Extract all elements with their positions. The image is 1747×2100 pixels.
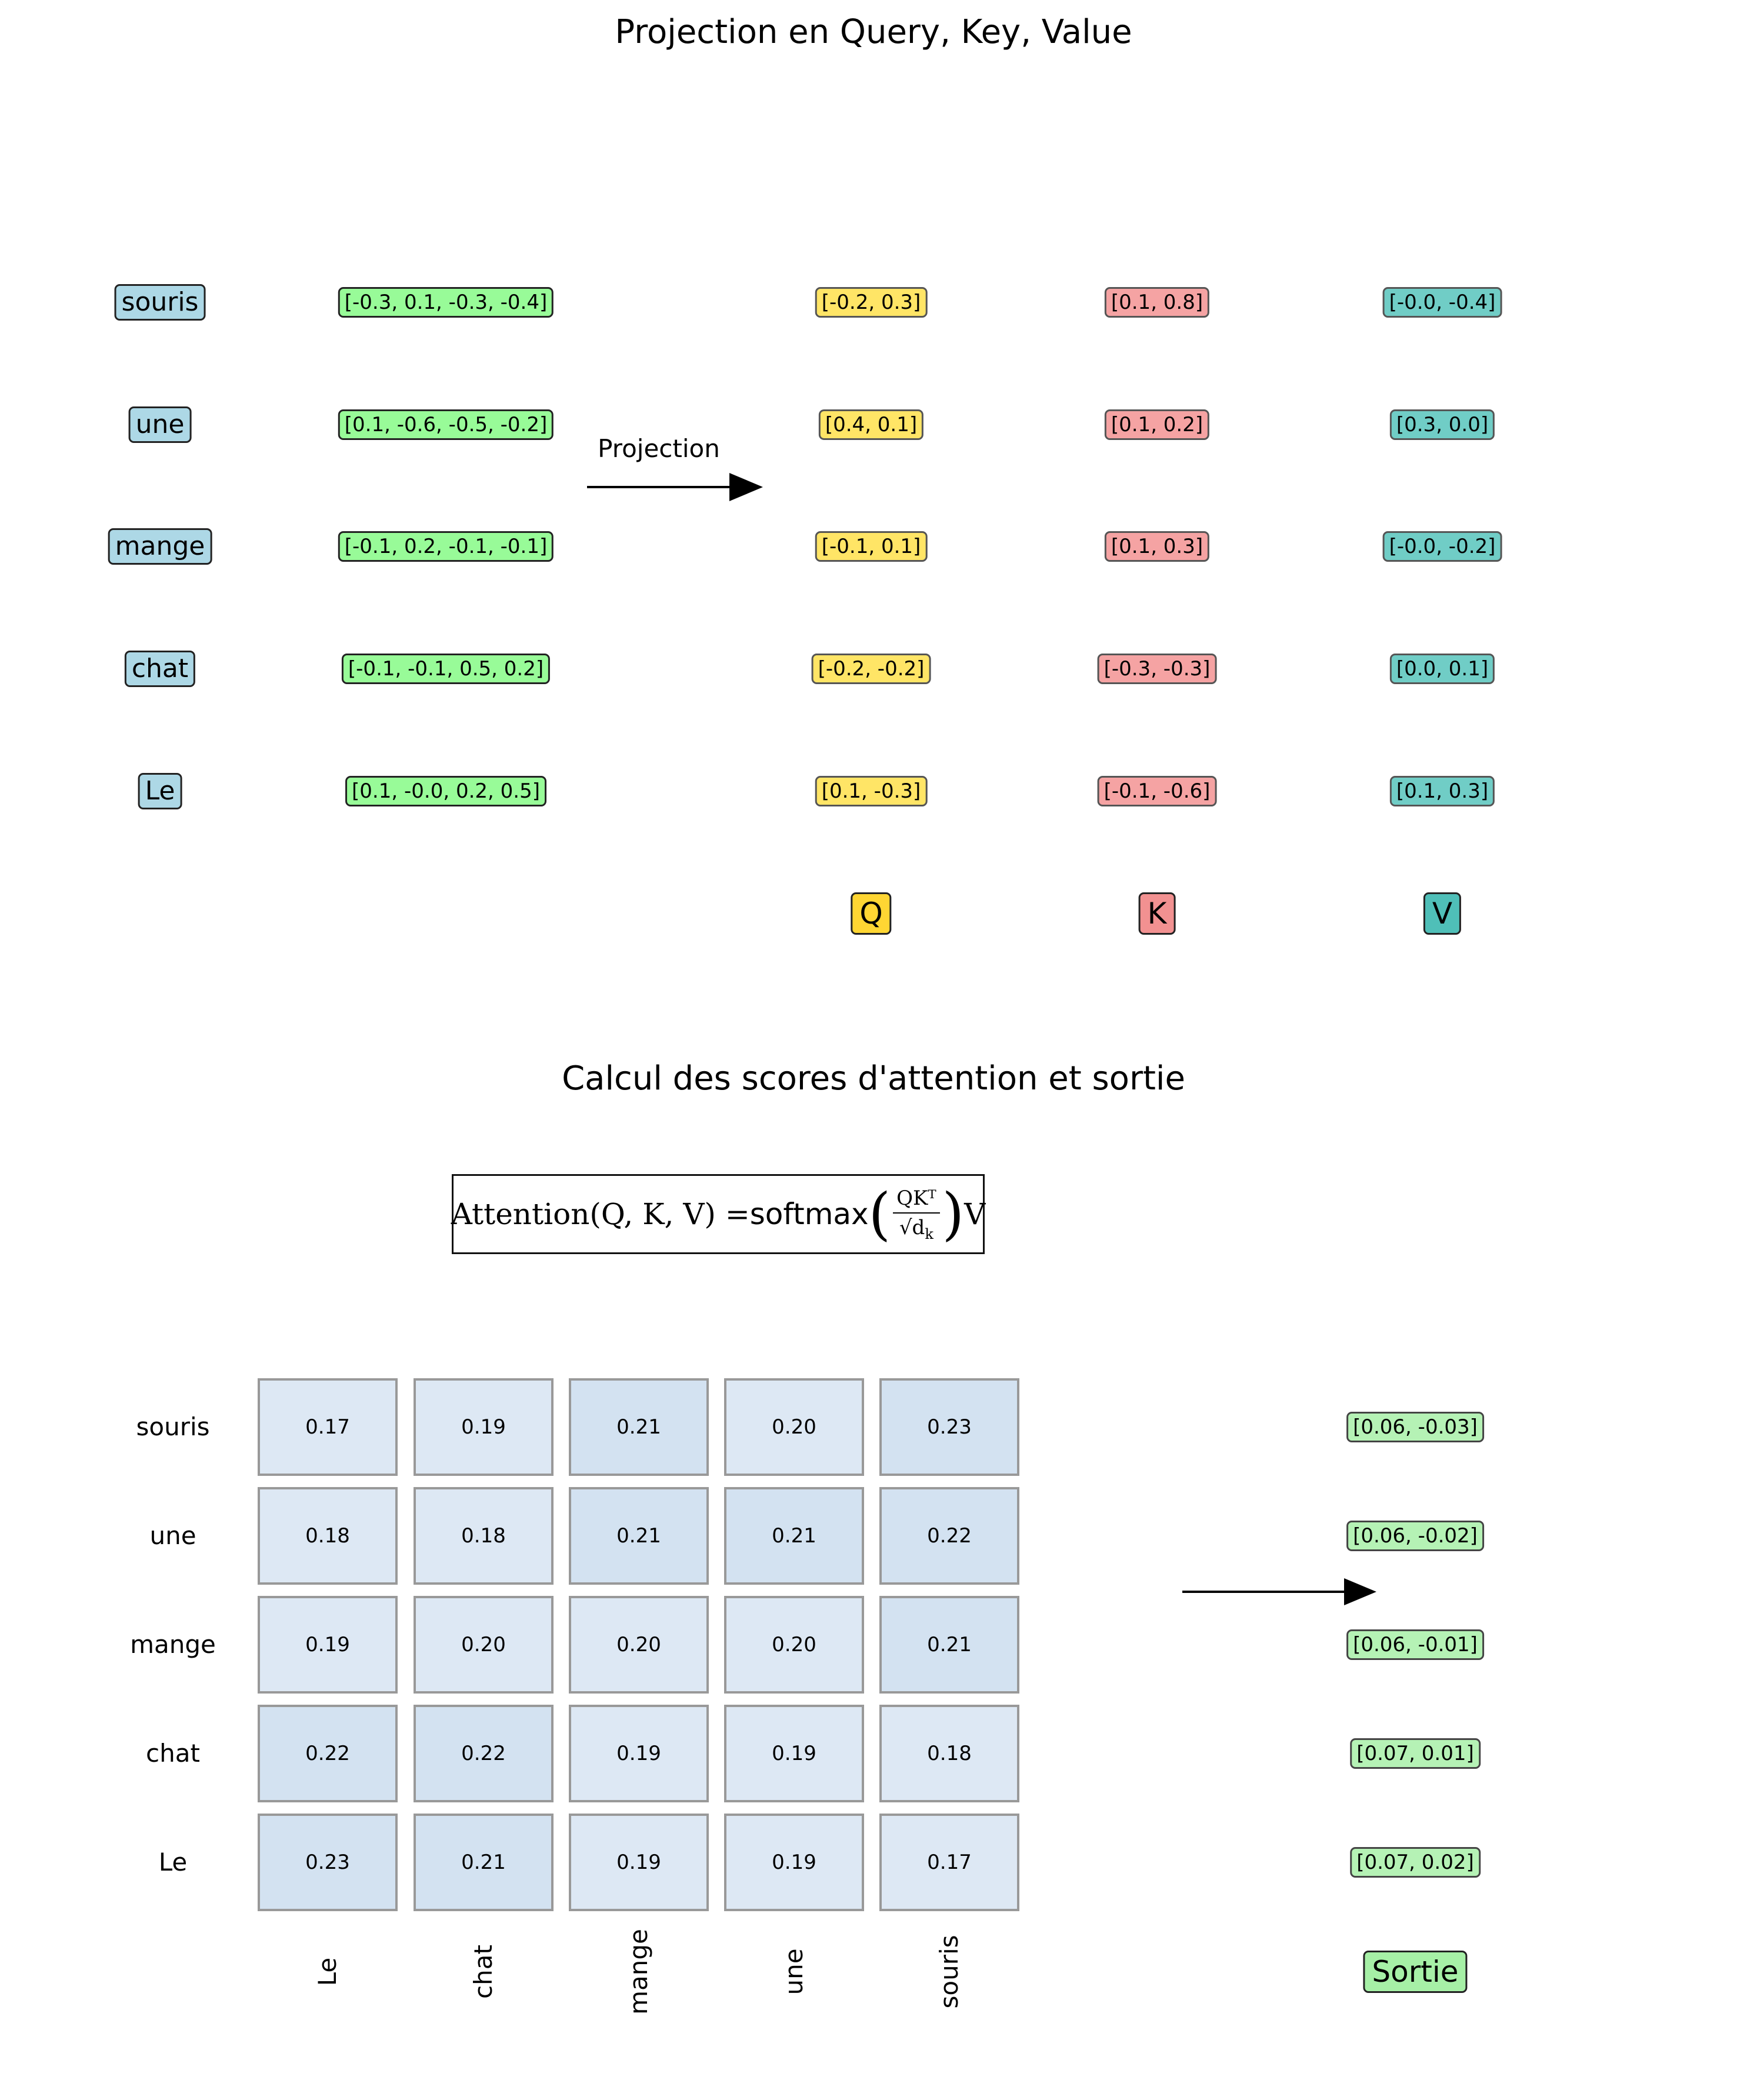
word-vector-0: souris [114,284,206,321]
attention-cell-4-4: 0.17 [879,1814,1019,1911]
k-vector-1: [0.1, 0.2] [1104,409,1210,440]
attention-cell-1-1: 0.18 [414,1487,554,1585]
attention-cell-0-2: 0.21 [569,1378,709,1476]
attention-cell-1-4: 0.22 [879,1487,1019,1585]
output-arrow [1182,1578,1376,1605]
output-vector-1: [0.06, -0.02] [1346,1521,1484,1551]
matrix-row-label-0: souris [136,1412,210,1441]
attention-cell-0-3: 0.20 [724,1378,864,1476]
formula-denominator: √dk [899,1215,933,1242]
emb-vector-1: [0.1, -0.6, -0.5, -0.2] [338,409,554,440]
q-vector-2: [-0.1, 0.1] [815,531,928,562]
projection-arrow-label: Projection [598,434,720,463]
q-vector-4: [0.1, -0.3] [815,776,928,806]
q-vector-0: [-0.2, 0.3] [815,287,928,318]
attention-cell-1-3: 0.21 [724,1487,864,1585]
attention-cell-4-0: 0.23 [258,1814,398,1911]
k-vector-0: [0.1, 0.8] [1104,287,1210,318]
matrix-row-label-4: Le [158,1848,188,1876]
matrix-row-label-2: mange [130,1630,216,1659]
attention-cell-0-1: 0.19 [414,1378,554,1476]
word-vector-1: une [128,406,192,443]
formula-lhs: Attention(Q, K, V) = [451,1197,750,1231]
output-header: Sortie [1363,1951,1468,1993]
matrix-col-label-1: chat [469,1945,498,1999]
attention-cell-1-0: 0.18 [258,1487,398,1585]
output-vector-0: [0.06, -0.03] [1346,1412,1484,1442]
attention-cell-0-4: 0.23 [879,1378,1019,1476]
projection-arrow [587,473,763,501]
attention-cell-2-0: 0.19 [258,1596,398,1694]
k-header: K [1138,892,1176,935]
word-vector-4: Le [138,773,182,809]
matrix-col-label-0: Le [313,1957,342,1986]
section2-title: Calcul des scores d'attention et sortie [562,1059,1185,1098]
formula-close-paren: ) [942,1181,965,1247]
attention-cell-3-3: 0.19 [724,1705,864,1802]
attention-cell-3-4: 0.18 [879,1705,1019,1802]
attention-cell-2-4: 0.21 [879,1596,1019,1694]
attention-cell-3-2: 0.19 [569,1705,709,1802]
formula-softmax: softmax [749,1197,869,1231]
matrix-row-label-1: une [149,1521,196,1550]
attention-cell-2-3: 0.20 [724,1596,864,1694]
v-vector-0: [-0.0, -0.4] [1382,287,1502,318]
attention-cell-3-0: 0.22 [258,1705,398,1802]
formula-fraction: QKᵀ √dk [893,1186,940,1242]
word-vector-2: mange [108,528,212,565]
formula-denominator-sub: k [925,1225,933,1242]
output-vector-2: [0.06, -0.01] [1346,1629,1484,1660]
matrix-col-label-4: souris [935,1935,963,2009]
formula-open-paren: ( [868,1181,891,1247]
q-vector-3: [-0.2, -0.2] [811,654,931,684]
matrix-row-label-3: chat [146,1739,200,1768]
attention-cell-2-2: 0.20 [569,1596,709,1694]
output-vector-4: [0.07, 0.02] [1350,1847,1481,1878]
attention-cell-4-1: 0.21 [414,1814,554,1911]
emb-vector-2: [-0.1, 0.2, -0.1, -0.1] [338,531,554,562]
attention-cell-0-0: 0.17 [258,1378,398,1476]
v-vector-4: [0.1, 0.3] [1389,776,1495,806]
attention-cell-2-1: 0.20 [414,1596,554,1694]
q-vector-1: [0.4, 0.1] [818,409,924,440]
attention-cell-3-1: 0.22 [414,1705,554,1802]
attention-cell-4-3: 0.19 [724,1814,864,1911]
emb-vector-0: [-0.3, 0.1, -0.3, -0.4] [338,287,554,318]
emb-vector-3: [-0.1, -0.1, 0.5, 0.2] [341,654,551,684]
k-vector-2: [0.1, 0.3] [1104,531,1210,562]
v-header: V [1423,892,1462,935]
k-vector-4: [-0.1, -0.6] [1097,776,1217,806]
emb-vector-4: [0.1, -0.0, 0.2, 0.5] [345,776,546,806]
formula-tail: V [964,1197,986,1231]
matrix-col-label-3: une [779,1948,808,1995]
v-vector-1: [0.3, 0.0] [1389,409,1495,440]
matrix-col-label-2: mange [624,1929,653,2015]
word-vector-3: chat [124,651,196,687]
v-vector-3: [0.0, 0.1] [1389,654,1495,684]
attention-cell-4-2: 0.19 [569,1814,709,1911]
attention-formula: Attention(Q, K, V) = softmax ( QKᵀ √dk )… [451,1174,986,1254]
section1-title: Projection en Query, Key, Value [615,13,1132,51]
output-vector-3: [0.07, 0.01] [1350,1738,1481,1769]
k-vector-3: [-0.3, -0.3] [1097,654,1217,684]
formula-numerator: QKᵀ [893,1186,940,1214]
v-vector-2: [-0.0, -0.2] [1382,531,1502,562]
q-header: Q [851,892,892,935]
attention-cell-1-2: 0.21 [569,1487,709,1585]
